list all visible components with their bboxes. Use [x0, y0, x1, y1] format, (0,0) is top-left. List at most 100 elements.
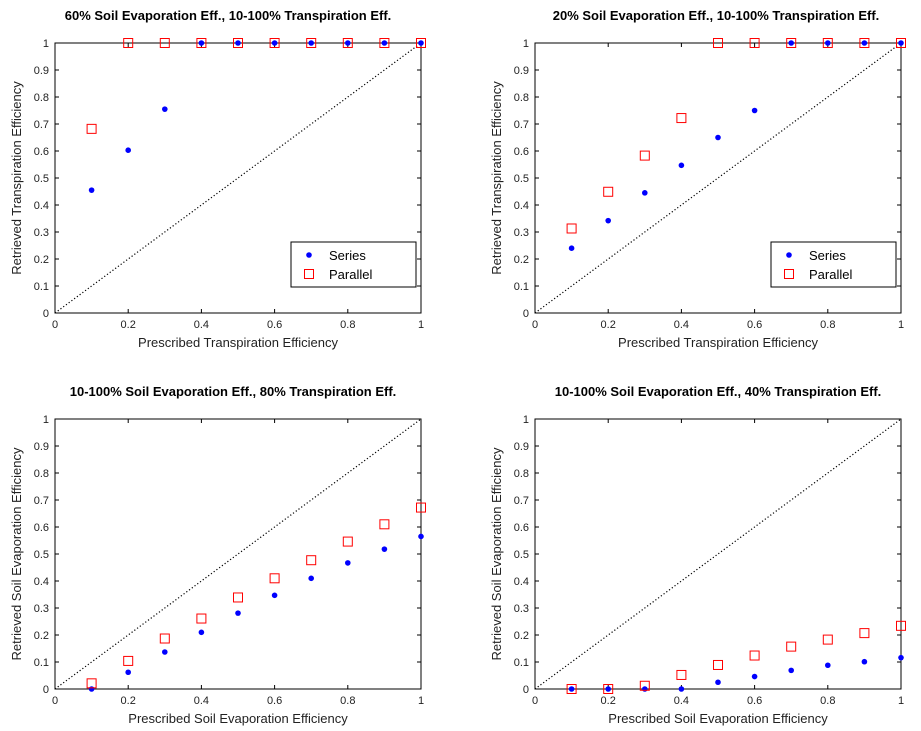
x-tick-label: 0.4: [194, 695, 209, 707]
y-tick-label: 0.4: [34, 200, 49, 212]
chart-panel-2: 20% Soil Evaporation Eff., 10-100% Trans…: [489, 8, 906, 350]
x-tick-label: 0.4: [194, 319, 209, 331]
x-tick-label: 0.4: [674, 319, 689, 331]
parallel-point: [749, 650, 760, 661]
series-point: [898, 654, 904, 661]
x-tick-label: 0.2: [601, 695, 616, 707]
series-point: [861, 40, 868, 46]
chart-title: 10-100% Soil Evaporation Eff., 40% Trans…: [555, 384, 882, 399]
y-tick-label: 0.2: [34, 630, 49, 642]
parallel-point: [159, 633, 170, 644]
x-axis-label: Prescribed Soil Evaporation Efficiency: [608, 711, 828, 726]
y-tick-label: 0: [523, 684, 529, 696]
legend-marker-parallel: [784, 269, 794, 279]
y-tick-label: 0.8: [514, 468, 529, 480]
legend: Series Parallel: [290, 241, 417, 288]
series-point: [825, 40, 831, 46]
y-tick-label: 0.1: [34, 281, 49, 293]
series-series: [568, 40, 904, 251]
y-tick-label: 0.2: [514, 254, 529, 266]
one-to-one-line: [54, 418, 422, 690]
chart-title: 10-100% Soil Evaporation Eff., 80% Trans…: [70, 384, 397, 399]
series-point: [271, 40, 278, 46]
parallel-point: [306, 555, 317, 566]
series-point: [751, 673, 758, 680]
parallel-point: [269, 573, 280, 584]
y-tick-label: 0.5: [34, 173, 49, 185]
x-tick-label: 0.2: [121, 319, 136, 331]
x-tick-label: 0.6: [267, 695, 282, 707]
parallel-point: [379, 519, 390, 530]
x-tick-label: 0.6: [267, 319, 282, 331]
series-point: [715, 134, 721, 141]
y-tick-label: 0.5: [34, 549, 49, 561]
x-tick-label: 0: [52, 695, 58, 707]
parallel-point: [896, 620, 906, 631]
y-axis-label: Retrieved Transpiration Efficiency: [9, 81, 24, 275]
y-tick-label: 0.8: [34, 92, 49, 104]
x-tick-label: 0: [52, 319, 58, 331]
parallel-point: [159, 38, 170, 48]
x-tick-label: 0.8: [340, 319, 355, 331]
series-point: [788, 40, 794, 46]
parallel-point: [86, 123, 97, 134]
x-tick-label: 0: [532, 319, 538, 331]
parallel-point: [416, 38, 426, 48]
series-point: [308, 575, 315, 582]
series-point: [788, 667, 794, 674]
x-tick-label: 1: [898, 695, 904, 707]
parallel-point: [713, 659, 723, 670]
y-tick-label: 0: [523, 308, 529, 320]
series-point: [88, 686, 95, 692]
series-series: [88, 40, 424, 193]
legend-label: Series: [809, 248, 846, 263]
parallel-point: [639, 680, 650, 691]
legend-marker-series: [786, 252, 792, 258]
x-tick-label: 0.6: [747, 695, 762, 707]
parallel-point: [123, 655, 134, 666]
parallel-point: [786, 641, 797, 652]
y-tick-label: 0.5: [514, 549, 529, 561]
parallel-point: [196, 613, 207, 624]
one-to-one-line: [534, 418, 902, 690]
y-tick-label: 0.9: [34, 65, 49, 77]
parallel-point: [822, 38, 833, 48]
y-tick-label: 0.8: [514, 92, 529, 104]
y-tick-label: 0.4: [34, 576, 49, 588]
y-tick-label: 0.5: [514, 173, 529, 185]
x-tick-label: 0.4: [674, 695, 689, 707]
series-point: [605, 686, 611, 692]
series-parallel: [566, 620, 906, 694]
y-tick-label: 0.3: [34, 603, 49, 615]
y-axis-label: Retrieved Soil Evaporation Efficiency: [489, 447, 504, 660]
series-parallel: [566, 38, 906, 234]
x-tick-label: 0.2: [601, 319, 616, 331]
parallel-point: [896, 38, 906, 48]
series-point: [751, 107, 758, 114]
parallel-point: [676, 669, 687, 680]
y-tick-label: 0.9: [514, 441, 529, 453]
series-point: [308, 40, 315, 46]
series-point: [381, 546, 388, 552]
x-tick-label: 1: [418, 695, 424, 707]
parallel-point: [566, 684, 577, 694]
parallel-point: [603, 186, 614, 197]
parallel-point: [639, 150, 650, 161]
parallel-point: [342, 536, 353, 547]
series-point: [605, 217, 611, 224]
chart-panel-4: 10-100% Soil Evaporation Eff., 40% Trans…: [489, 384, 906, 726]
series-point: [825, 662, 831, 669]
x-axis-label: Prescribed Soil Evaporation Efficiency: [128, 711, 348, 726]
parallel-point: [676, 113, 687, 124]
series-point: [125, 147, 131, 153]
series-point: [235, 610, 241, 616]
y-tick-label: 0: [43, 684, 49, 696]
series-point: [418, 533, 424, 540]
parallel-point: [822, 634, 833, 645]
parallel-point: [306, 38, 317, 48]
chart-title: 60% Soil Evaporation Eff., 10-100% Trans…: [65, 8, 392, 23]
y-tick-label: 0.4: [514, 576, 529, 588]
series-point: [162, 106, 168, 112]
parallel-point: [859, 38, 870, 48]
